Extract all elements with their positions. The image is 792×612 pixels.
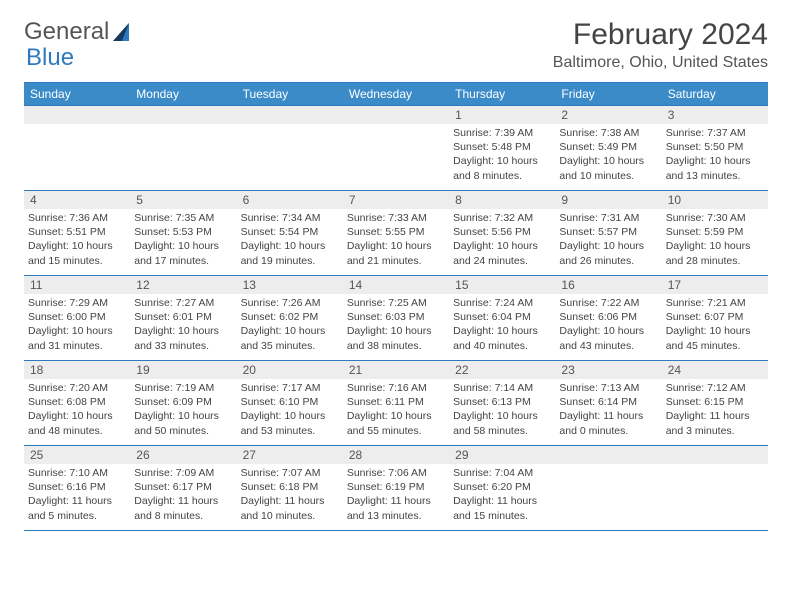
day-detail: Sunrise: 7:12 AMSunset: 6:15 PMDaylight:… — [662, 379, 768, 445]
day-number — [555, 446, 661, 464]
day-number: 23 — [555, 361, 661, 379]
day-number: 19 — [130, 361, 236, 379]
day-header-cell: Sunday — [24, 83, 130, 105]
day-number: 8 — [449, 191, 555, 209]
day-detail: Sunrise: 7:22 AMSunset: 6:06 PMDaylight:… — [555, 294, 661, 360]
month-title: February 2024 — [553, 18, 768, 52]
day-number: 1 — [449, 106, 555, 124]
day-number: 27 — [237, 446, 343, 464]
day-detail — [662, 464, 768, 530]
day-number: 5 — [130, 191, 236, 209]
day-number: 28 — [343, 446, 449, 464]
day-detail: Sunrise: 7:38 AMSunset: 5:49 PMDaylight:… — [555, 124, 661, 190]
day-number: 13 — [237, 276, 343, 294]
day-detail: Sunrise: 7:29 AMSunset: 6:00 PMDaylight:… — [24, 294, 130, 360]
day-number: 3 — [662, 106, 768, 124]
logo-text-general: General — [24, 18, 109, 46]
day-detail: Sunrise: 7:32 AMSunset: 5:56 PMDaylight:… — [449, 209, 555, 275]
day-header-cell: Friday — [555, 83, 661, 105]
day-number: 16 — [555, 276, 661, 294]
day-number: 20 — [237, 361, 343, 379]
day-detail: Sunrise: 7:07 AMSunset: 6:18 PMDaylight:… — [237, 464, 343, 530]
week-detail-row: Sunrise: 7:29 AMSunset: 6:00 PMDaylight:… — [24, 294, 768, 360]
calendar: SundayMondayTuesdayWednesdayThursdayFrid… — [24, 82, 768, 531]
day-detail: Sunrise: 7:20 AMSunset: 6:08 PMDaylight:… — [24, 379, 130, 445]
day-number: 24 — [662, 361, 768, 379]
day-number — [130, 106, 236, 124]
day-detail: Sunrise: 7:10 AMSunset: 6:16 PMDaylight:… — [24, 464, 130, 530]
day-number: 29 — [449, 446, 555, 464]
logo: General — [24, 18, 135, 46]
day-detail: Sunrise: 7:39 AMSunset: 5:48 PMDaylight:… — [449, 124, 555, 190]
day-number: 11 — [24, 276, 130, 294]
title-block: February 2024 Baltimore, Ohio, United St… — [553, 18, 768, 72]
day-number: 26 — [130, 446, 236, 464]
day-detail: Sunrise: 7:04 AMSunset: 6:20 PMDaylight:… — [449, 464, 555, 530]
day-detail — [555, 464, 661, 530]
week-detail-row: Sunrise: 7:39 AMSunset: 5:48 PMDaylight:… — [24, 124, 768, 190]
day-number: 4 — [24, 191, 130, 209]
location: Baltimore, Ohio, United States — [553, 54, 768, 72]
day-number: 9 — [555, 191, 661, 209]
week-number-row: 45678910 — [24, 190, 768, 209]
sail-icon — [111, 21, 133, 43]
day-detail: Sunrise: 7:31 AMSunset: 5:57 PMDaylight:… — [555, 209, 661, 275]
day-detail: Sunrise: 7:14 AMSunset: 6:13 PMDaylight:… — [449, 379, 555, 445]
week-number-row: 11121314151617 — [24, 275, 768, 294]
day-detail: Sunrise: 7:34 AMSunset: 5:54 PMDaylight:… — [237, 209, 343, 275]
day-number: 21 — [343, 361, 449, 379]
day-detail — [130, 124, 236, 190]
day-detail: Sunrise: 7:25 AMSunset: 6:03 PMDaylight:… — [343, 294, 449, 360]
day-detail: Sunrise: 7:37 AMSunset: 5:50 PMDaylight:… — [662, 124, 768, 190]
day-number — [343, 106, 449, 124]
day-detail: Sunrise: 7:16 AMSunset: 6:11 PMDaylight:… — [343, 379, 449, 445]
week-number-row: 2526272829 — [24, 445, 768, 464]
day-header-row: SundayMondayTuesdayWednesdayThursdayFrid… — [24, 83, 768, 105]
logo-text-blue-wrap: Blue — [26, 44, 74, 72]
day-detail: Sunrise: 7:24 AMSunset: 6:04 PMDaylight:… — [449, 294, 555, 360]
week-detail-row: Sunrise: 7:20 AMSunset: 6:08 PMDaylight:… — [24, 379, 768, 445]
day-detail — [343, 124, 449, 190]
day-detail: Sunrise: 7:33 AMSunset: 5:55 PMDaylight:… — [343, 209, 449, 275]
day-number: 6 — [237, 191, 343, 209]
day-detail: Sunrise: 7:35 AMSunset: 5:53 PMDaylight:… — [130, 209, 236, 275]
week-detail-row: Sunrise: 7:10 AMSunset: 6:16 PMDaylight:… — [24, 464, 768, 531]
week-number-row: 123 — [24, 105, 768, 124]
day-number — [24, 106, 130, 124]
day-number: 2 — [555, 106, 661, 124]
day-number — [237, 106, 343, 124]
day-number: 14 — [343, 276, 449, 294]
day-number: 25 — [24, 446, 130, 464]
day-header-cell: Tuesday — [237, 83, 343, 105]
day-number: 17 — [662, 276, 768, 294]
day-detail: Sunrise: 7:09 AMSunset: 6:17 PMDaylight:… — [130, 464, 236, 530]
day-number — [662, 446, 768, 464]
day-detail: Sunrise: 7:21 AMSunset: 6:07 PMDaylight:… — [662, 294, 768, 360]
day-number: 22 — [449, 361, 555, 379]
page-header: General February 2024 Baltimore, Ohio, U… — [0, 0, 792, 78]
day-number: 10 — [662, 191, 768, 209]
day-number: 18 — [24, 361, 130, 379]
day-detail — [237, 124, 343, 190]
day-number: 15 — [449, 276, 555, 294]
day-detail: Sunrise: 7:26 AMSunset: 6:02 PMDaylight:… — [237, 294, 343, 360]
day-detail — [24, 124, 130, 190]
day-detail: Sunrise: 7:17 AMSunset: 6:10 PMDaylight:… — [237, 379, 343, 445]
day-detail: Sunrise: 7:30 AMSunset: 5:59 PMDaylight:… — [662, 209, 768, 275]
day-detail: Sunrise: 7:13 AMSunset: 6:14 PMDaylight:… — [555, 379, 661, 445]
week-detail-row: Sunrise: 7:36 AMSunset: 5:51 PMDaylight:… — [24, 209, 768, 275]
day-header-cell: Saturday — [662, 83, 768, 105]
day-header-cell: Thursday — [449, 83, 555, 105]
day-detail: Sunrise: 7:27 AMSunset: 6:01 PMDaylight:… — [130, 294, 236, 360]
day-detail: Sunrise: 7:06 AMSunset: 6:19 PMDaylight:… — [343, 464, 449, 530]
day-detail: Sunrise: 7:36 AMSunset: 5:51 PMDaylight:… — [24, 209, 130, 275]
day-number: 7 — [343, 191, 449, 209]
day-detail: Sunrise: 7:19 AMSunset: 6:09 PMDaylight:… — [130, 379, 236, 445]
day-number: 12 — [130, 276, 236, 294]
day-header-cell: Monday — [130, 83, 236, 105]
logo-text-blue: Blue — [26, 44, 74, 71]
week-number-row: 18192021222324 — [24, 360, 768, 379]
day-header-cell: Wednesday — [343, 83, 449, 105]
